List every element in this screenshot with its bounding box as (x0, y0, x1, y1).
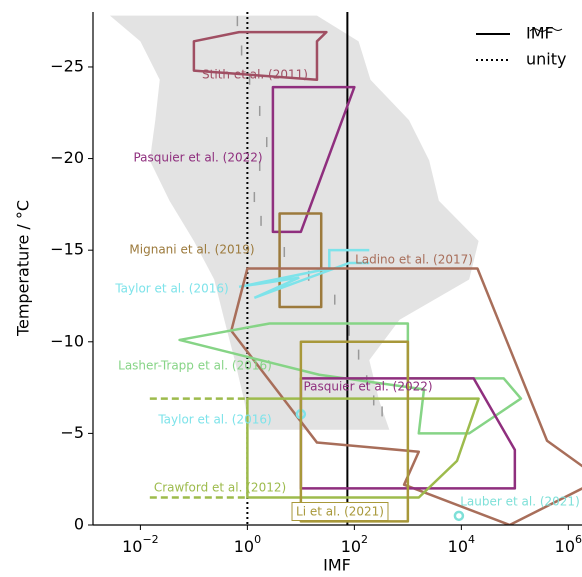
tick-base: 10 (122, 537, 142, 556)
x-tick-label: 102 (341, 533, 368, 556)
y-tick-label: −20 (50, 148, 84, 167)
tick-base: 10 (448, 537, 468, 556)
label-box (291, 502, 389, 521)
region (278, 212, 323, 309)
legend-tilde (529, 27, 563, 32)
tick-exponent: 2 (361, 533, 368, 546)
plot-area (109, 12, 582, 525)
series-label: Pasquier et al. (2022) (303, 380, 432, 394)
series-label: Taylor et al. (2016) (157, 413, 271, 427)
region (271, 85, 356, 234)
x-tick-label: 10−2 (122, 533, 159, 556)
legend-label: unity (526, 50, 566, 69)
series-label: Pasquier et al. (2022) (133, 151, 262, 165)
tick-exponent: 6 (575, 533, 582, 546)
y-tick-label: −5 (60, 423, 84, 442)
x-tick-label: 104 (448, 533, 475, 556)
tick-base: 10 (234, 537, 254, 556)
region (230, 267, 582, 525)
x-tick-label: 106 (555, 533, 582, 556)
tick-base: 10 (341, 537, 361, 556)
series-label: Taylor et al. (2016) (114, 282, 228, 296)
series-label: Stith et al. (2011) (202, 68, 308, 82)
legend-label: IMF (526, 24, 554, 43)
y-tick-label: −10 (50, 331, 84, 350)
tick-exponent: −2 (142, 533, 158, 546)
tick-base: 10 (555, 537, 575, 556)
series-label: Lasher-Trapp et al. (2016) (118, 359, 272, 373)
y-axis-label: Temperature / °C (14, 200, 33, 337)
y-tick-label: −15 (50, 240, 84, 259)
series-label: Lauber et al. (2021) (460, 495, 580, 509)
region (299, 340, 410, 523)
series-label: Crawford et al. (2012) (154, 481, 286, 495)
y-tick-label: 0 (74, 515, 84, 534)
y-tick-label: −25 (50, 56, 84, 75)
x-axis-label: IMF (323, 556, 351, 575)
series-label: Li et al. (2021) (296, 505, 384, 519)
point (453, 510, 465, 522)
series-label: Ladino et al. (2017) (355, 253, 473, 267)
spread-band (109, 15, 479, 430)
tick-exponent: 0 (254, 533, 261, 546)
tick-exponent: 4 (468, 533, 475, 546)
region (192, 30, 328, 82)
series-label: Mignani et al. (2019) (129, 243, 254, 257)
x-tick-label: 100 (234, 533, 261, 556)
region (246, 397, 480, 499)
